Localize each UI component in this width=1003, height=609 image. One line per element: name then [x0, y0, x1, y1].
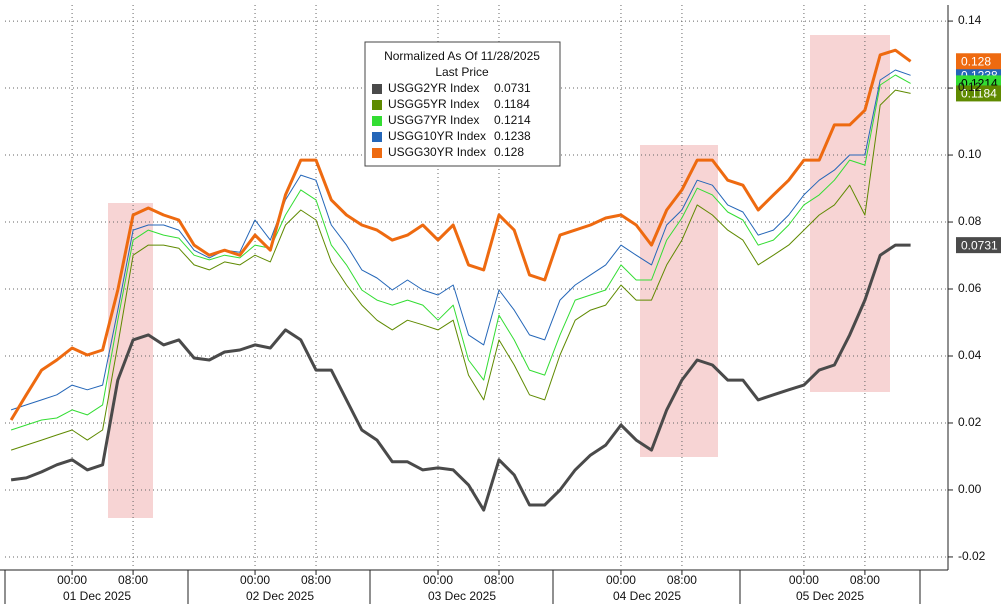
lines [9, 48, 912, 512]
series-line [10, 74, 911, 431]
legend-value: 0.128 [494, 145, 524, 159]
legend-swatch [372, 132, 382, 142]
y-tick-label: 0.10 [958, 147, 982, 161]
last-value-tag [956, 85, 1001, 102]
legend-swatch [372, 84, 382, 94]
y-tick-label: 0.12 [958, 80, 982, 94]
x-tick-label: 08:00 [301, 573, 331, 587]
day-label: 03 Dec 2025 [428, 589, 496, 603]
y-tick-label: -0.02 [958, 549, 986, 563]
legend-swatch [372, 100, 382, 110]
x-tick-label: 00:00 [57, 573, 87, 587]
legend-title: Normalized As Of 11/28/2025 [384, 49, 540, 63]
legend-swatch [372, 116, 382, 126]
y-tick-label: 0.04 [958, 348, 982, 362]
legend-value: 0.1184 [494, 97, 530, 111]
legend-box [364, 41, 561, 167]
x-tick-label: 00:00 [240, 573, 270, 587]
legend: Normalized As Of 11/28/2025 Last Price U… [364, 41, 561, 167]
last-value-label: 0.0731 [961, 238, 998, 252]
legend-label: USGG5YR Index [388, 97, 479, 111]
x-tick-label: 08:00 [484, 573, 514, 587]
series-line [10, 89, 911, 451]
legend-label: USGG7YR Index [388, 113, 479, 127]
legend-value: 0.0731 [494, 81, 531, 95]
day-separators [4, 570, 921, 604]
series-line [9, 48, 912, 421]
x-tick-label: 00:00 [789, 573, 819, 587]
legend-swatch [372, 148, 382, 158]
x-tick-label: 08:00 [667, 573, 697, 587]
y-tick-label: 0.08 [958, 214, 982, 228]
y-tick-label: 0.06 [958, 281, 982, 295]
x-tick-label: 00:00 [606, 573, 636, 587]
y-tick-label: 0.14 [958, 13, 982, 27]
day-label: 04 Dec 2025 [613, 589, 681, 603]
last-value-tag [956, 237, 1001, 254]
last-value-label: 0.1184 [961, 87, 997, 101]
legend-value: 0.1214 [494, 113, 531, 127]
legend-label: USGG30YR Index [388, 145, 486, 159]
last-value-label: 0.128 [961, 54, 991, 68]
series-line [10, 243, 911, 512]
y-tick-label: 0.00 [958, 482, 982, 496]
day-label: 05 Dec 2025 [796, 589, 864, 603]
x-tick-label: 08:00 [118, 573, 148, 587]
day-label: 02 Dec 2025 [246, 589, 314, 603]
legend-label: USGG10YR Index [388, 129, 486, 143]
day-label: 01 Dec 2025 [63, 589, 131, 603]
series-line [10, 69, 911, 411]
legend-label: USGG2YR Index [388, 81, 479, 95]
legend-value: 0.1238 [494, 129, 531, 143]
x-tick-label: 00:00 [423, 573, 453, 587]
x-tick-label: 08:00 [850, 573, 880, 587]
y-tick-label: 0.02 [958, 415, 982, 429]
highlight [640, 145, 718, 457]
last-value-tag [956, 53, 1001, 70]
legend-subtitle: Last Price [435, 65, 489, 79]
